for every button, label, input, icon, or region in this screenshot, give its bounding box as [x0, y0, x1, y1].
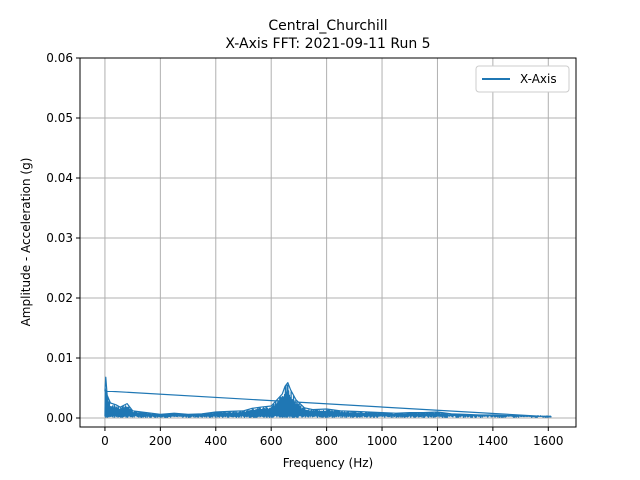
legend: X-Axis	[475, 65, 570, 93]
y-tick-label: 0.05	[46, 111, 73, 125]
y-tick-label: 0.02	[46, 291, 73, 305]
x-tick-label: 1200	[422, 434, 453, 448]
x-axis-series-line	[104, 376, 552, 418]
y-axis-label: Amplitude - Acceleration (g)	[19, 158, 33, 327]
chart-title: Central_Churchill	[268, 18, 387, 34]
y-tick-label: 0.04	[46, 171, 73, 185]
y-axis-ticks: 0.00 0.01 0.02 0.03 0.04 0.05 0.06	[46, 51, 80, 425]
x-tick-label: 1000	[367, 434, 398, 448]
legend-box	[475, 65, 570, 93]
x-tick-label: 1600	[533, 434, 564, 448]
y-tick-label: 0.00	[46, 411, 73, 425]
y-tick-label: 0.06	[46, 51, 73, 65]
series-layer	[104, 376, 552, 418]
x-tick-label: 0	[101, 434, 109, 448]
grid	[80, 57, 576, 427]
x-axis-label: Frequency (Hz)	[283, 456, 374, 470]
x-tick-label: 800	[315, 434, 338, 448]
x-tick-label: 1400	[478, 434, 509, 448]
y-tick-label: 0.01	[46, 351, 73, 365]
x-axis-ticks: 0 200 400 600 800 1000 1200 1400 1600	[101, 427, 564, 448]
x-tick-label: 400	[204, 434, 227, 448]
y-tick-label: 0.03	[46, 231, 73, 245]
chart-subtitle: X-Axis FFT: 2021-09-11 Run 5	[225, 36, 430, 52]
plot-frame	[79, 57, 577, 428]
x-tick-label: 200	[149, 434, 172, 448]
x-tick-label: 600	[260, 434, 283, 448]
legend-label-x-axis: X-Axis	[520, 72, 557, 86]
